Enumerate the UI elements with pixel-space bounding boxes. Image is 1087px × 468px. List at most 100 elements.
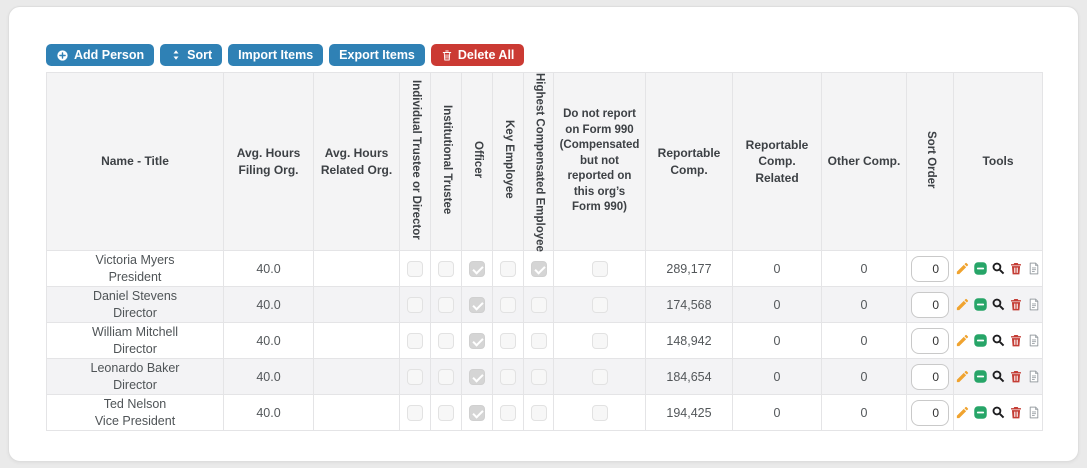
highest-compensated-cell — [523, 358, 554, 395]
sort-order-input[interactable] — [911, 291, 949, 318]
trash-icon — [1009, 261, 1023, 276]
import-items-button[interactable]: Import Items — [228, 44, 324, 66]
tools-cell — [953, 322, 1043, 359]
reportable-comp-cell: 289,177 — [645, 250, 733, 287]
minus-square-icon — [973, 333, 988, 348]
minus-square-button[interactable] — [972, 261, 988, 277]
person-title: Vice President — [94, 413, 176, 428]
individual-trustee-checkbox[interactable] — [407, 332, 423, 349]
sort-order-input[interactable] — [911, 363, 949, 390]
row-tools — [954, 405, 1042, 421]
minus-square-icon — [973, 405, 988, 420]
key-employee-checkbox[interactable] — [500, 404, 516, 421]
institutional-trustee-checkbox[interactable] — [438, 368, 454, 385]
individual-trustee-checkbox[interactable] — [407, 404, 423, 421]
key-employee-cell — [492, 322, 524, 359]
search-button[interactable] — [990, 261, 1006, 277]
table-header: Name - Title Avg. Hours Filing Org. Avg.… — [46, 72, 1043, 252]
officer-checkbox[interactable] — [469, 368, 485, 385]
col-header-key-employee: Key Employee — [492, 72, 524, 251]
highest-compensated-checkbox[interactable] — [530, 296, 547, 313]
sort-button[interactable]: Sort — [160, 44, 223, 66]
trash-button[interactable] — [1008, 297, 1024, 313]
col-header-institutional-trustee: Institutional Trustee — [430, 72, 462, 251]
person-title: President — [108, 269, 162, 284]
name-title-cell: William Mitchell Director — [46, 322, 224, 359]
search-icon — [991, 333, 1006, 348]
edit-icon — [955, 405, 970, 420]
highest-compensated-cell — [523, 250, 554, 287]
edit-button[interactable] — [954, 369, 970, 385]
key-employee-checkbox[interactable] — [500, 332, 516, 349]
officer-checkbox[interactable] — [469, 332, 485, 349]
trash-icon — [441, 49, 453, 62]
sort-order-input[interactable] — [911, 399, 949, 426]
individual-trustee-checkbox[interactable] — [407, 296, 423, 313]
add-person-button[interactable]: Add Person — [46, 44, 155, 66]
do-not-report-cell — [553, 358, 646, 395]
officer-checkbox[interactable] — [469, 296, 485, 313]
sort-order-input[interactable] — [911, 255, 949, 282]
search-button[interactable] — [990, 333, 1006, 349]
reportable-comp-cell: 148,942 — [645, 322, 733, 359]
key-employee-checkbox[interactable] — [500, 260, 516, 277]
officer-cell — [461, 286, 493, 323]
institutional-trustee-checkbox[interactable] — [438, 296, 454, 313]
do-not-report-checkbox[interactable] — [591, 296, 608, 313]
search-button[interactable] — [990, 369, 1006, 385]
trash-button[interactable] — [1008, 405, 1024, 421]
edit-button[interactable] — [954, 261, 970, 277]
edit-button[interactable] — [954, 297, 970, 313]
highest-compensated-checkbox[interactable] — [530, 404, 547, 421]
do-not-report-checkbox[interactable] — [591, 332, 608, 349]
person-name: Daniel Stevens — [92, 289, 178, 304]
institutional-trustee-checkbox[interactable] — [438, 332, 454, 349]
document-button[interactable] — [1026, 333, 1042, 349]
delete-all-button[interactable]: Delete All — [430, 44, 525, 66]
key-employee-cell — [492, 358, 524, 395]
name-title-cell: Ted Nelson Vice President — [46, 394, 224, 431]
key-employee-checkbox[interactable] — [500, 368, 516, 385]
minus-square-button[interactable] — [972, 405, 988, 421]
edit-button[interactable] — [954, 405, 970, 421]
document-button[interactable] — [1026, 297, 1042, 313]
do-not-report-checkbox[interactable] — [591, 404, 608, 421]
key-employee-checkbox[interactable] — [500, 296, 516, 313]
trash-button[interactable] — [1008, 369, 1024, 385]
document-button[interactable] — [1026, 261, 1042, 277]
plus-circle-icon — [56, 49, 69, 62]
edit-icon — [955, 297, 970, 312]
highest-compensated-cell — [523, 286, 554, 323]
edit-button[interactable] — [954, 333, 970, 349]
sort-order-input[interactable] — [911, 327, 949, 354]
document-button[interactable] — [1026, 405, 1042, 421]
search-button[interactable] — [990, 297, 1006, 313]
officer-checkbox[interactable] — [469, 404, 485, 421]
minus-square-icon — [973, 261, 988, 276]
col-header-individual-trustee: Individual Trustee or Director — [399, 72, 431, 251]
document-button[interactable] — [1026, 369, 1042, 385]
search-button[interactable] — [990, 405, 1006, 421]
sort-order-cell — [906, 358, 954, 395]
institutional-trustee-checkbox[interactable] — [438, 404, 454, 421]
institutional-trustee-cell — [430, 394, 462, 431]
individual-trustee-checkbox[interactable] — [407, 260, 423, 277]
officer-checkbox[interactable] — [469, 260, 485, 277]
highest-compensated-checkbox[interactable] — [530, 368, 547, 385]
individual-trustee-checkbox[interactable] — [407, 368, 423, 385]
minus-square-button[interactable] — [972, 297, 988, 313]
trash-button[interactable] — [1008, 261, 1024, 277]
minus-square-button[interactable] — [972, 333, 988, 349]
export-items-button[interactable]: Export Items — [329, 44, 425, 66]
highest-compensated-checkbox[interactable] — [530, 332, 547, 349]
col-header-reportable-comp: Reportable Comp. — [645, 72, 733, 251]
trash-button[interactable] — [1008, 333, 1024, 349]
minus-square-button[interactable] — [972, 369, 988, 385]
minus-square-icon — [973, 369, 988, 384]
do-not-report-checkbox[interactable] — [591, 368, 608, 385]
institutional-trustee-checkbox[interactable] — [438, 260, 454, 277]
table-row: Victoria Myers President 40.0 289,177 0 … — [46, 250, 1043, 287]
do-not-report-checkbox[interactable] — [591, 260, 608, 277]
tools-cell — [953, 358, 1043, 395]
highest-compensated-checkbox[interactable] — [530, 260, 547, 277]
